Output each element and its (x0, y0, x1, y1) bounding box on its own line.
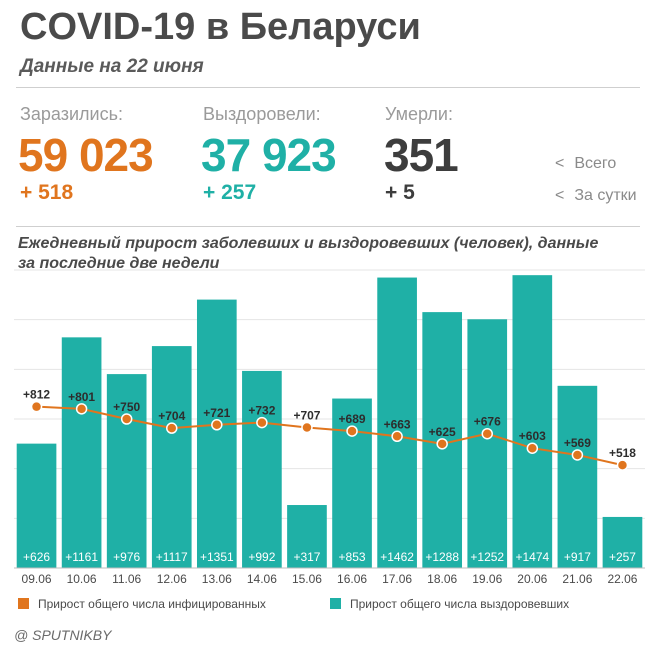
line-value-label: +603 (519, 429, 546, 443)
line-value-label: +801 (68, 390, 95, 404)
infected-label: Заразились: (20, 104, 123, 124)
x-tick-label: 16.06 (337, 572, 367, 586)
bar-value-label: +1462 (380, 550, 414, 564)
line-value-label: +704 (158, 409, 185, 423)
line-value-label: +812 (23, 388, 50, 402)
legend-infected-label: Прирост общего числа инфицированных (38, 597, 266, 611)
line-point (616, 459, 629, 471)
bar-value-label: +1474 (515, 550, 549, 564)
line-value-label: +732 (248, 404, 275, 418)
page-title: COVID-19 в Беларуси (20, 6, 421, 48)
bar-recovered (242, 370, 282, 568)
chart-title: Ежедневный прирост заболевших и выздоров… (18, 235, 599, 272)
x-tick-label: 10.06 (67, 572, 97, 586)
x-tick-label: 17.06 (382, 572, 412, 586)
x-tick-label: 13.06 (202, 572, 232, 586)
bar-value-label: +317 (293, 550, 320, 564)
line-point (481, 427, 493, 440)
bar-value-label: +1288 (425, 550, 459, 564)
line-value-label: +625 (429, 425, 456, 439)
x-tick-label: 15.06 (292, 572, 322, 586)
line-point (526, 442, 539, 454)
line-point (75, 403, 88, 415)
legend-daily: < За сутки (555, 187, 637, 205)
x-tick-label: 19.06 (472, 572, 502, 586)
legend-total-text: Всего (574, 155, 617, 172)
bar-recovered (61, 337, 102, 568)
deaths-daily: + 5 (385, 181, 415, 204)
bar-recovered (512, 275, 553, 568)
bar-value-label: +853 (339, 550, 366, 564)
line-value-label: +721 (203, 406, 230, 420)
bar-recovered (602, 516, 643, 568)
page-subtitle: Данные на 22 июня (20, 56, 204, 77)
bar-recovered (106, 374, 147, 568)
line-infected (36, 405, 623, 467)
bar-value-label: +992 (248, 550, 275, 564)
x-tick-label: 20.06 (517, 572, 547, 586)
legend-total: < Всего (555, 155, 616, 173)
line-point (120, 413, 133, 425)
x-tick-label: 21.06 (562, 572, 592, 586)
x-tick-label: 22.06 (607, 572, 637, 586)
line-point (571, 449, 584, 461)
line-point (346, 425, 358, 437)
recovered-total: 37 923 (201, 129, 337, 181)
bar-recovered (557, 385, 598, 568)
divider-chart (16, 226, 640, 227)
line-value-label: +663 (384, 417, 411, 431)
line-point (166, 422, 178, 434)
line-value-label: +518 (609, 446, 636, 460)
line-value-label: +689 (339, 412, 366, 426)
recovered-daily: + 257 (203, 181, 257, 204)
infected-daily: + 518 (20, 181, 74, 204)
legend-recovered-label: Прирост общего числа выздоровевших (350, 597, 570, 611)
line-point (256, 416, 268, 429)
x-tick-label: 11.06 (112, 572, 141, 586)
bar-recovered (467, 319, 508, 568)
bar-value-label: +1117 (156, 550, 188, 564)
line-point (30, 400, 43, 413)
line-point (391, 430, 403, 443)
divider-top (16, 87, 640, 88)
source-credit: @ SPUTNIKBY (14, 627, 112, 643)
x-tick-label: 09.06 (22, 572, 52, 586)
bar-recovered (16, 443, 57, 568)
x-tick-label: 14.06 (247, 572, 277, 586)
bar-value-label: +917 (564, 550, 591, 564)
deaths-total: 351 (384, 129, 459, 181)
bar-recovered (196, 299, 237, 568)
legend-infected: Прирост общего числа инфицированных (18, 597, 266, 611)
line-value-label: +569 (564, 436, 591, 450)
bar-value-label: +626 (23, 550, 50, 564)
legend-recovered: Прирост общего числа выздоровевших (330, 597, 569, 611)
bar-recovered (377, 277, 417, 568)
legend-recovered-swatch (330, 598, 341, 609)
bar-value-label: +1351 (200, 550, 234, 564)
line-value-label: +750 (113, 400, 140, 414)
line-point (301, 421, 313, 434)
bar-value-label: +1252 (470, 550, 504, 564)
line-point (211, 419, 223, 431)
bar-recovered (151, 346, 192, 568)
bar-value-label: +976 (113, 550, 140, 564)
recovered-label: Выздоровели: (203, 104, 321, 124)
x-tick-label: 12.06 (157, 572, 187, 586)
bar-recovered (287, 505, 327, 568)
infected-total: 59 023 (18, 129, 154, 181)
legend-infected-swatch (18, 598, 29, 609)
x-tick-label: 18.06 (427, 572, 457, 586)
chevron-left-icon: < (555, 155, 565, 172)
deaths-label: Умерли: (385, 104, 453, 124)
chevron-left-icon: < (555, 187, 565, 204)
bar-value-label: +1161 (65, 550, 98, 564)
line-value-label: +676 (474, 415, 501, 429)
legend-daily-text: За сутки (574, 187, 637, 204)
line-point (436, 438, 448, 450)
line-value-label: +707 (293, 409, 320, 423)
bar-value-label: +257 (609, 550, 636, 564)
